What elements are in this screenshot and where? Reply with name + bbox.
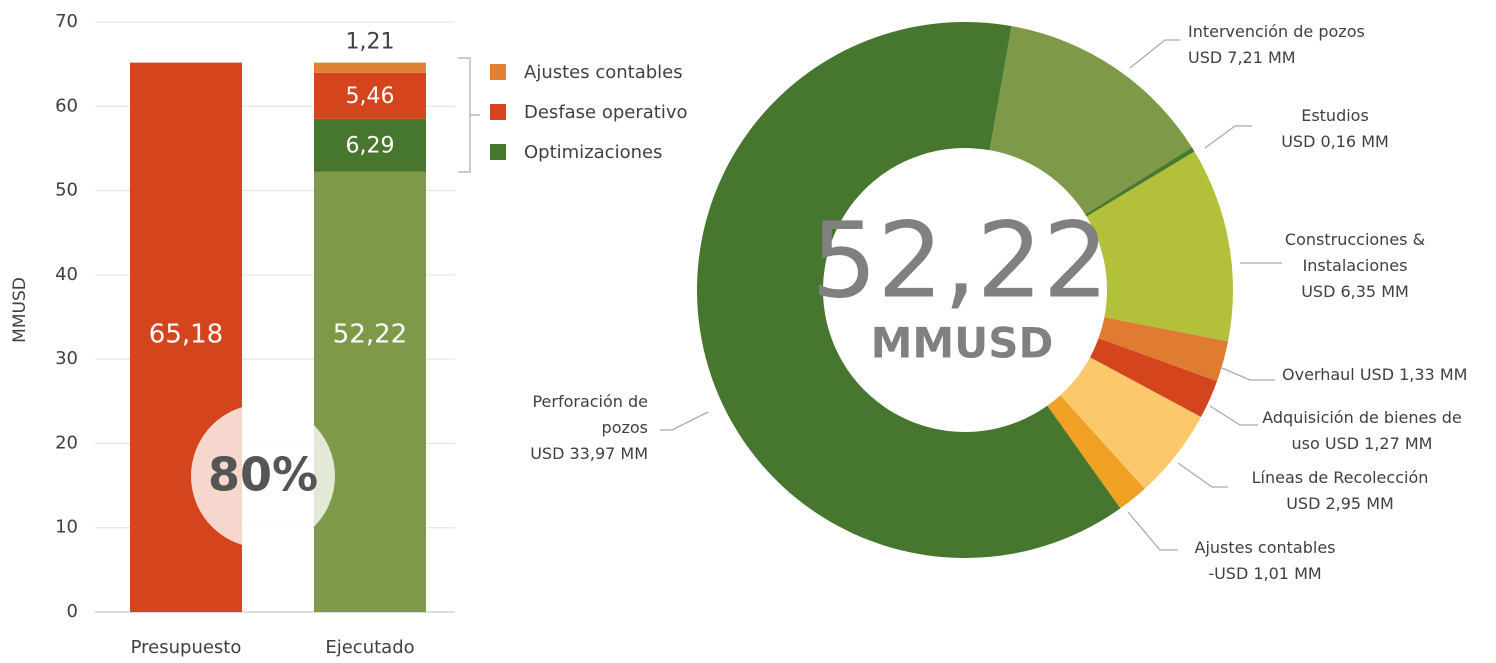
- leader-line: [1177, 462, 1228, 488]
- bar-value-label: 65,18: [149, 320, 223, 350]
- y-tick-label: 40: [55, 264, 78, 285]
- bar-chart: 0 10 20 30 40 50 60 70 Presupuesto 65,18 Ejecutado…: [55, 11, 687, 658]
- leader-line: [1127, 511, 1178, 551]
- bar-segment: [314, 62, 426, 73]
- center-value: 52,22: [811, 199, 1109, 321]
- annotation: 80%: [208, 448, 318, 502]
- y-tick-label: 10: [55, 517, 78, 538]
- donut-slice: [989, 26, 1192, 215]
- slice-label: Intervención de pozos USD 7,21 MM: [1188, 19, 1428, 71]
- donut-slice: [1090, 338, 1218, 418]
- slice-label: Estudios USD 0,16 MM: [1250, 103, 1420, 155]
- slice-label: Líneas de Recolección USD 2,95 MM: [1220, 465, 1460, 517]
- slice-value-label: USD 0,16 MM: [1281, 132, 1389, 151]
- legend-label: Desfase operativo: [524, 102, 688, 123]
- slice-label: Perforación de pozos USD 33,97 MM: [520, 389, 648, 467]
- bar-value-label: 1,21: [346, 30, 395, 55]
- slice-name: Intervención de pozos: [1188, 22, 1365, 41]
- slice-value-label: USD 6,35 MM: [1301, 282, 1409, 301]
- leader-line: [1209, 405, 1258, 426]
- legend-swatch: [490, 64, 506, 80]
- y-tick-label: 60: [55, 95, 78, 116]
- slice-label: Ajustes contables -USD 1,01 MM: [1160, 535, 1370, 587]
- legend-label: Ajustes contables: [524, 62, 683, 83]
- slice-value-label: USD 33,97 MM: [530, 444, 648, 463]
- slice-label: Construcciones & Instalaciones USD 6,35 …: [1275, 227, 1435, 305]
- leader-line: [660, 411, 709, 431]
- donut-slice: [1060, 357, 1201, 489]
- center-unit: MMUSD: [871, 319, 1054, 368]
- x-tick-label: Ejecutado: [325, 637, 414, 658]
- slice-value-label: USD 1,27 MM: [1324, 434, 1433, 453]
- bar-value-label: 5,46: [346, 84, 395, 109]
- leader-lines: [660, 39, 1282, 551]
- bar-value-label: 6,29: [346, 133, 395, 158]
- slice-name: Adquisición de bienes de uso: [1262, 408, 1462, 453]
- legend-swatch: [490, 144, 506, 160]
- slice-name: Ajustes contables: [1194, 538, 1336, 557]
- y-tick-label: 50: [55, 180, 78, 201]
- donut-slice: [1085, 147, 1195, 217]
- leader-line: [1204, 125, 1252, 149]
- y-axis-label: MMUSD: [10, 277, 30, 343]
- bar-value-label: 52,22: [333, 320, 407, 350]
- x-tick-label: Presupuesto: [131, 637, 242, 658]
- slice-label: Adquisición de bienes de uso USD 1,27 MM: [1262, 405, 1462, 457]
- slice-value-label: USD 7,21 MM: [1188, 48, 1296, 67]
- leader-line: [1129, 39, 1180, 69]
- slice-name: Construcciones & Instalaciones: [1284, 230, 1426, 275]
- slice-name: Perforación de pozos: [532, 392, 648, 437]
- slice-value-label: -USD 1,01 MM: [1208, 564, 1322, 583]
- slice-value-label: USD 1,33 MM: [1359, 365, 1468, 384]
- slice-name: Líneas de Recolección: [1251, 468, 1429, 487]
- donut-slice: [696, 22, 1121, 559]
- y-tick-label: 30: [55, 348, 78, 369]
- bar-segment: [314, 118, 426, 172]
- donut-slice: [1047, 395, 1145, 509]
- annotation-circle: [191, 404, 335, 548]
- y-tick-label: 0: [67, 601, 78, 622]
- donut-slice: [1086, 151, 1233, 342]
- leader-line: [1221, 367, 1275, 381]
- slice-value-label: USD 2,95 MM: [1286, 494, 1394, 513]
- legend-bracket: [458, 57, 480, 173]
- bar-segment: [314, 72, 426, 119]
- y-tick-label: 70: [55, 11, 78, 32]
- donut-slice: [1098, 317, 1229, 382]
- slice-label: Overhaul USD 1,33 MM: [1282, 362, 1496, 388]
- y-tick-label: 20: [55, 432, 78, 453]
- slice-name: Overhaul: [1282, 365, 1355, 384]
- legend-swatch: [490, 104, 506, 120]
- slice-name: Estudios: [1301, 106, 1369, 125]
- legend-label: Optimizaciones: [524, 142, 662, 163]
- bar-segment: [314, 171, 426, 613]
